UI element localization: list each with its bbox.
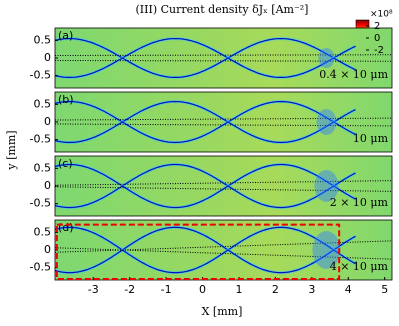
y-axis-label: y [mm] bbox=[5, 130, 18, 170]
dotted-line bbox=[54, 186, 393, 192]
colorbar-tick-label: 2 bbox=[374, 21, 380, 32]
x-tick-label: -1 bbox=[161, 283, 172, 296]
dotted-line bbox=[54, 123, 393, 127]
y-tick-label: 0 bbox=[44, 179, 51, 192]
annotation: 0.4 × 10 μm bbox=[319, 68, 388, 81]
title: (III) Current density δJₓ [Am⁻²] bbox=[136, 3, 309, 16]
y-tick-label: -0.5 bbox=[30, 133, 51, 146]
x-tick-label: 3 bbox=[308, 283, 315, 296]
annotation: 4 × 10 μm bbox=[330, 260, 389, 273]
dotted-line bbox=[54, 180, 393, 186]
y-tick-label: 0.5 bbox=[34, 97, 52, 110]
y-tick-label: 0.5 bbox=[34, 161, 52, 174]
colorbar-exponent: ×10⁸ bbox=[370, 10, 393, 20]
spot bbox=[318, 48, 335, 68]
beam-envelope bbox=[54, 121, 356, 144]
dotted-line bbox=[54, 54, 393, 57]
spot bbox=[316, 109, 337, 135]
beam-envelope bbox=[54, 226, 356, 251]
y-tick-label: 0 bbox=[44, 51, 51, 64]
beam-envelope bbox=[54, 185, 356, 209]
y-tick-label: 0 bbox=[44, 115, 51, 128]
beam-envelope bbox=[54, 163, 356, 187]
spot bbox=[314, 170, 339, 202]
colorbar-tick-label: 0 bbox=[374, 33, 380, 44]
panel-label: (b) bbox=[58, 93, 74, 106]
x-tick-label: 2 bbox=[272, 283, 279, 296]
x-tick-label: -3 bbox=[88, 283, 99, 296]
panel-label: (c) bbox=[58, 157, 73, 170]
beam-envelope bbox=[54, 249, 356, 274]
beam-envelope bbox=[54, 38, 356, 59]
spot bbox=[312, 231, 341, 269]
dotted-line bbox=[54, 59, 393, 62]
heatmap-background bbox=[55, 92, 392, 152]
beam-envelope bbox=[54, 100, 356, 123]
dotted-line bbox=[54, 117, 393, 121]
x-tick-label: -2 bbox=[124, 283, 135, 296]
annotation: 2 × 10 μm bbox=[330, 196, 389, 209]
beam-envelope bbox=[54, 57, 356, 78]
panel-label: (d) bbox=[58, 221, 74, 234]
x-tick-label: 5 bbox=[381, 283, 388, 296]
colorbar-tick-label: -2 bbox=[374, 45, 384, 56]
y-tick-label: 0 bbox=[44, 243, 51, 256]
x-tick-label: 1 bbox=[235, 283, 242, 296]
x-axis-label: X [mm] bbox=[202, 305, 243, 318]
panel-label: (a) bbox=[58, 29, 73, 42]
y-tick-label: -0.5 bbox=[30, 69, 51, 82]
x-tick-label: 0 bbox=[199, 283, 206, 296]
x-tick-label: 4 bbox=[345, 283, 352, 296]
y-tick-label: 0.5 bbox=[34, 225, 52, 238]
annotation: 10 μm bbox=[353, 132, 389, 145]
dotted-line bbox=[54, 247, 393, 260]
dotted-line bbox=[54, 240, 393, 253]
y-tick-label: -0.5 bbox=[30, 261, 51, 274]
y-tick-label: 0.5 bbox=[34, 33, 52, 46]
highlight-box bbox=[55, 223, 341, 280]
y-tick-label: -0.5 bbox=[30, 197, 51, 210]
